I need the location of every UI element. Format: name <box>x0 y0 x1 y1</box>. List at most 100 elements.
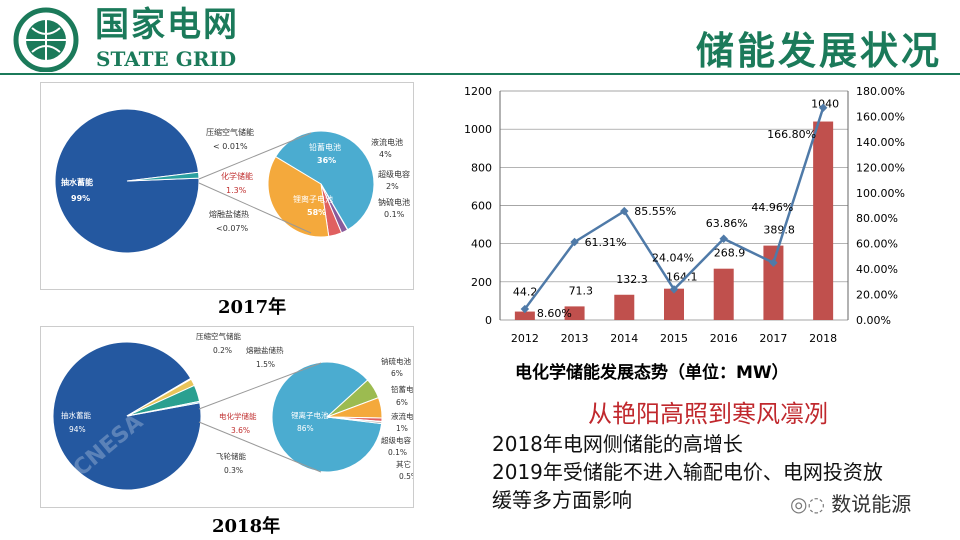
bar-2015 <box>664 288 684 320</box>
pie-label: 熔融盐储热 <box>246 345 284 355</box>
pie-label: 压缩空气储能 <box>196 331 241 341</box>
growth-value-label: 61.31% <box>585 236 627 249</box>
watermark-text: 数说能源 <box>831 492 912 516</box>
x-tick-label: 2017 <box>759 332 787 345</box>
y-tick-label: 800 <box>471 161 492 174</box>
pie-label: 铅蓄电池 <box>391 384 413 394</box>
pie-label: 94% <box>69 425 86 434</box>
pie-2018-main-slice <box>126 400 201 417</box>
bullet-line-3: 缓等多方面影响 <box>492 488 632 512</box>
pie-label: 钠硫电池 <box>381 356 411 366</box>
bar-2017 <box>763 245 784 320</box>
pie-label: 超级电容 <box>381 435 411 445</box>
pie-label: 其它 <box>396 459 411 469</box>
watermark: ◎◌ 数说能源 <box>790 492 911 516</box>
y-tick-label: 1000 <box>464 123 492 136</box>
pie-label: 锂离子电池 <box>291 410 329 420</box>
bar-2014 <box>614 294 635 320</box>
y2-tick-label: 160.00% <box>856 110 905 123</box>
pie-label: 压缩空气储能 <box>206 127 254 137</box>
growth-value-label: 24.04% <box>652 251 694 264</box>
pie-label: 3.6% <box>231 426 250 435</box>
pie-label: 99% <box>71 194 90 203</box>
pie-label: 0.1% <box>388 448 407 457</box>
pie-label: 熔融盐储热 <box>209 209 249 219</box>
pie-label: 抽水蓄能 <box>61 410 91 420</box>
x-tick-label: 2012 <box>511 332 539 345</box>
y-tick-label: 400 <box>471 238 492 251</box>
y2-tick-label: 180.00% <box>856 85 905 98</box>
pie-label: 电化学储能 <box>219 411 257 421</box>
growth-value-label: 44.96% <box>751 201 793 214</box>
pie-label: 锂离子电池 <box>293 194 333 204</box>
pie-label: 钠硫电池 <box>378 197 410 207</box>
y2-tick-label: 140.00% <box>856 136 905 149</box>
bar-2018 <box>813 121 834 321</box>
pie-label: 液流电池 <box>371 137 403 147</box>
growth-value-label: 8.60% <box>537 307 572 320</box>
x-tick-label: 2013 <box>561 332 589 345</box>
growth-point <box>669 285 679 294</box>
y2-tick-label: 20.00% <box>856 289 898 302</box>
x-tick-label: 2015 <box>660 332 688 345</box>
y-tick-label: 1200 <box>464 85 492 98</box>
pie-label: 2% <box>386 182 399 191</box>
bar-value-label: 132.3 <box>616 273 648 286</box>
y-tick-label: 0 <box>485 314 492 327</box>
bar-value-label: 1040 <box>811 98 839 111</box>
bar-value-label: 44.2 <box>513 286 538 299</box>
y2-tick-label: 100.00% <box>856 187 905 200</box>
pie-label: 超级电容 <box>378 169 410 179</box>
pie-2017-sub-slice <box>267 155 330 238</box>
wechat-icon: ◎◌ <box>790 492 832 516</box>
growth-value-label: 85.55% <box>634 205 676 218</box>
growth-point <box>620 206 629 216</box>
bullet-line-2: 2019年受储能不进入输配电价、电网投资放 <box>492 460 883 484</box>
connector-line <box>198 362 322 410</box>
growth-point <box>570 237 579 247</box>
pie-2018-panel: CNESA 抽水蓄能 94% 压缩空气储能 0.2% 熔融盐储热 1.5% 电化学储能 3.6%… <box>40 326 421 508</box>
connector-line <box>198 132 312 180</box>
growth-value-label: 166.80% <box>767 128 816 141</box>
y2-tick-label: 120.00% <box>856 161 905 174</box>
pie-label: 6% <box>396 398 408 407</box>
connector-line <box>198 421 322 473</box>
pie-label: 1.5% <box>256 360 275 369</box>
y2-tick-label: 60.00% <box>856 238 898 251</box>
pie-label: 36% <box>317 156 336 165</box>
growth-point <box>520 304 530 314</box>
bullet-line-1: 2018年电网侧储能的高增长 <box>492 432 743 456</box>
pie-label: < 0.01% <box>213 142 248 151</box>
pie-label: 0.2% <box>213 346 232 355</box>
pie-label: 液流电池 <box>391 411 413 421</box>
y2-tick-label: 80.00% <box>856 212 898 225</box>
storage-trend-chart: 0 200 400 600 800 1000 1200 0.00% 20.00% 40.00% 60… <box>464 85 905 345</box>
pie-label: 铅蓄电池 <box>309 142 341 152</box>
pie-label: 0.3% <box>224 466 243 475</box>
caption-2018: 2018年 <box>212 516 281 537</box>
pie-2018-sub-slice <box>271 361 383 473</box>
pie-2017-sub-slice <box>274 130 375 231</box>
caption-2017: 2017年 <box>218 297 287 318</box>
y2-tick-label: 0.00% <box>856 314 891 327</box>
pie-2018-sub-slice <box>326 416 383 425</box>
state-grid-logo-icon <box>13 7 79 72</box>
pie-label: 0.5% <box>399 472 413 481</box>
x-tick-label: 2016 <box>710 332 738 345</box>
pie-label: 86% <box>297 424 314 433</box>
y-tick-label: 200 <box>471 276 492 289</box>
bar-value-label: 268.9 <box>714 247 746 260</box>
header-divider <box>0 73 960 75</box>
bar-2016 <box>713 268 734 320</box>
growth-value-label: 63.86% <box>706 217 748 230</box>
bar-value-label: 389.8 <box>763 224 795 237</box>
pie-label: 0.1% <box>384 210 405 219</box>
bar-value-label: 71.3 <box>569 284 594 297</box>
pie-label: 1% <box>396 424 408 433</box>
pie-label: 抽水蓄能 <box>61 177 93 187</box>
x-tick-label: 2018 <box>809 332 837 345</box>
growth-point <box>769 258 778 268</box>
pie-2017-panel: 抽水蓄能 99% 压缩空气储能 < 0.01% 化学储能 1.3% 熔融盐储热 <0.07% 铅… <box>40 82 414 290</box>
bar-2012 <box>514 311 535 320</box>
pie-label: 飞轮储能 <box>216 451 246 461</box>
